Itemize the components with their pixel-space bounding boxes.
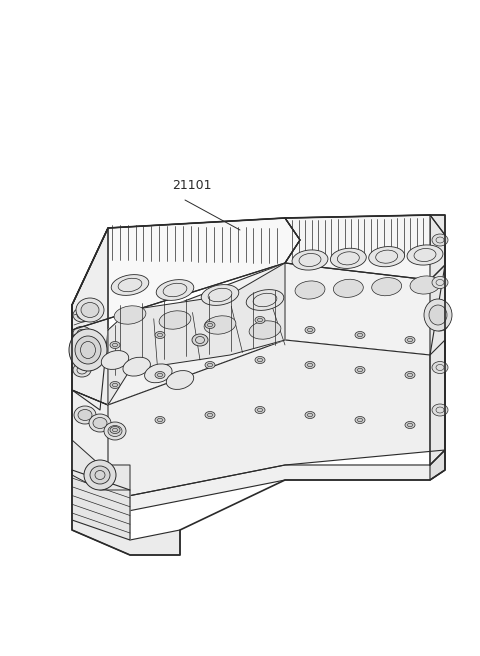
- Ellipse shape: [305, 361, 315, 369]
- Ellipse shape: [432, 404, 448, 416]
- Ellipse shape: [159, 311, 191, 329]
- Ellipse shape: [73, 363, 91, 377]
- Ellipse shape: [155, 417, 165, 424]
- Ellipse shape: [75, 336, 101, 364]
- Ellipse shape: [355, 367, 365, 373]
- Polygon shape: [72, 228, 108, 405]
- Ellipse shape: [205, 321, 215, 329]
- Ellipse shape: [410, 276, 440, 294]
- Ellipse shape: [295, 281, 325, 299]
- Ellipse shape: [156, 279, 194, 300]
- Polygon shape: [430, 450, 445, 480]
- Ellipse shape: [205, 361, 215, 369]
- Ellipse shape: [372, 277, 402, 296]
- Ellipse shape: [334, 279, 363, 297]
- Ellipse shape: [305, 411, 315, 419]
- Polygon shape: [108, 450, 445, 515]
- Ellipse shape: [69, 329, 107, 371]
- Ellipse shape: [255, 316, 265, 323]
- Ellipse shape: [355, 417, 365, 424]
- Ellipse shape: [192, 334, 208, 346]
- Polygon shape: [72, 470, 130, 540]
- Ellipse shape: [101, 350, 129, 369]
- Ellipse shape: [355, 331, 365, 338]
- Ellipse shape: [330, 248, 366, 268]
- Ellipse shape: [93, 417, 107, 428]
- Ellipse shape: [246, 289, 284, 310]
- Ellipse shape: [73, 344, 91, 359]
- Ellipse shape: [201, 285, 239, 306]
- Ellipse shape: [123, 358, 150, 376]
- Ellipse shape: [84, 460, 116, 490]
- Ellipse shape: [255, 407, 265, 413]
- Ellipse shape: [249, 321, 281, 339]
- Ellipse shape: [429, 305, 447, 325]
- Ellipse shape: [204, 316, 236, 334]
- Ellipse shape: [110, 342, 120, 348]
- Polygon shape: [72, 340, 445, 500]
- Ellipse shape: [81, 302, 99, 318]
- Ellipse shape: [89, 414, 111, 432]
- Ellipse shape: [405, 337, 415, 344]
- Polygon shape: [55, 160, 430, 530]
- Ellipse shape: [407, 245, 443, 265]
- Ellipse shape: [73, 326, 91, 340]
- Polygon shape: [108, 263, 285, 405]
- Ellipse shape: [405, 422, 415, 428]
- Polygon shape: [108, 263, 445, 405]
- Ellipse shape: [255, 356, 265, 363]
- Polygon shape: [72, 218, 300, 330]
- Ellipse shape: [114, 306, 146, 324]
- Text: 21101: 21101: [172, 179, 212, 192]
- Polygon shape: [430, 215, 445, 465]
- Ellipse shape: [78, 409, 92, 420]
- Ellipse shape: [104, 422, 126, 440]
- Ellipse shape: [292, 250, 328, 270]
- Polygon shape: [72, 440, 130, 490]
- Ellipse shape: [205, 411, 215, 419]
- Ellipse shape: [432, 361, 448, 373]
- Ellipse shape: [432, 276, 448, 289]
- Polygon shape: [72, 390, 108, 500]
- Polygon shape: [72, 228, 108, 410]
- Ellipse shape: [405, 371, 415, 379]
- Ellipse shape: [74, 406, 96, 424]
- Ellipse shape: [155, 371, 165, 379]
- Ellipse shape: [110, 426, 120, 434]
- Ellipse shape: [111, 275, 149, 295]
- Ellipse shape: [424, 299, 452, 331]
- Ellipse shape: [73, 308, 91, 322]
- Ellipse shape: [90, 466, 110, 484]
- Polygon shape: [285, 215, 445, 280]
- Ellipse shape: [166, 371, 194, 390]
- Ellipse shape: [305, 327, 315, 333]
- Polygon shape: [72, 485, 180, 555]
- Ellipse shape: [144, 364, 172, 382]
- Ellipse shape: [110, 382, 120, 388]
- Ellipse shape: [369, 247, 405, 267]
- Ellipse shape: [108, 426, 122, 436]
- Ellipse shape: [432, 319, 448, 331]
- Ellipse shape: [155, 331, 165, 338]
- Ellipse shape: [76, 298, 104, 322]
- Ellipse shape: [432, 234, 448, 246]
- Polygon shape: [430, 265, 445, 465]
